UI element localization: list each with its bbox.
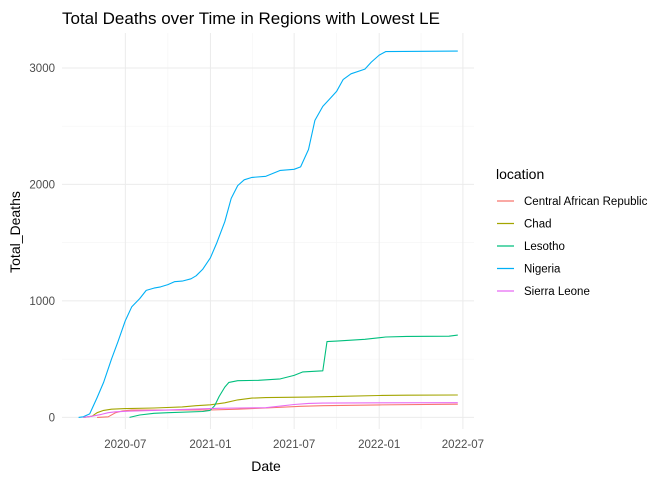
series-layer	[78, 50, 458, 418]
legend-item: Nigeria	[497, 264, 561, 276]
legend-label: Lesotho	[524, 241, 565, 253]
legend-label: Sierra Leone	[524, 286, 590, 298]
x-axis-title: Date	[251, 458, 281, 474]
y-axis-title: Total_Deaths	[7, 191, 23, 273]
y-tick-label: 2000	[29, 179, 55, 191]
legend-item: Lesotho	[497, 241, 565, 253]
legend-items: Central African Republic Chad Lesotho Niger…	[497, 196, 648, 298]
x-tick-label: 2021-01	[189, 439, 231, 451]
legend-title: location	[496, 166, 544, 182]
y-tick-label: 0	[49, 412, 55, 424]
legend: location Central African Republic Chad Les…	[496, 166, 648, 298]
y-axis-ticks: 0 1000 2000 3000	[29, 63, 55, 424]
series-line	[78, 50, 458, 418]
series-line	[83, 394, 458, 418]
chart-title: Total Deaths over Time in Regions with L…	[62, 9, 440, 28]
plot-area	[62, 33, 474, 429]
y-tick-label: 1000	[29, 296, 55, 308]
series-line	[83, 402, 458, 418]
grid-lines	[62, 33, 474, 429]
legend-item: Central African Republic	[497, 196, 648, 208]
x-tick-label: 2020-07	[104, 439, 146, 451]
y-tick-label: 3000	[29, 63, 55, 75]
x-tick-label: 2021-07	[273, 439, 315, 451]
legend-label: Nigeria	[524, 264, 561, 276]
legend-item: Chad	[497, 219, 552, 231]
legend-item: Sierra Leone	[497, 286, 590, 298]
legend-label: Chad	[524, 219, 552, 231]
x-tick-label: 2022-07	[442, 439, 484, 451]
x-axis-ticks: 2020-07 2021-01 2021-07 2022-01 2022-07	[104, 439, 484, 451]
legend-label: Central African Republic	[524, 196, 648, 208]
series-line	[129, 334, 458, 418]
x-tick-label: 2022-01	[358, 439, 400, 451]
